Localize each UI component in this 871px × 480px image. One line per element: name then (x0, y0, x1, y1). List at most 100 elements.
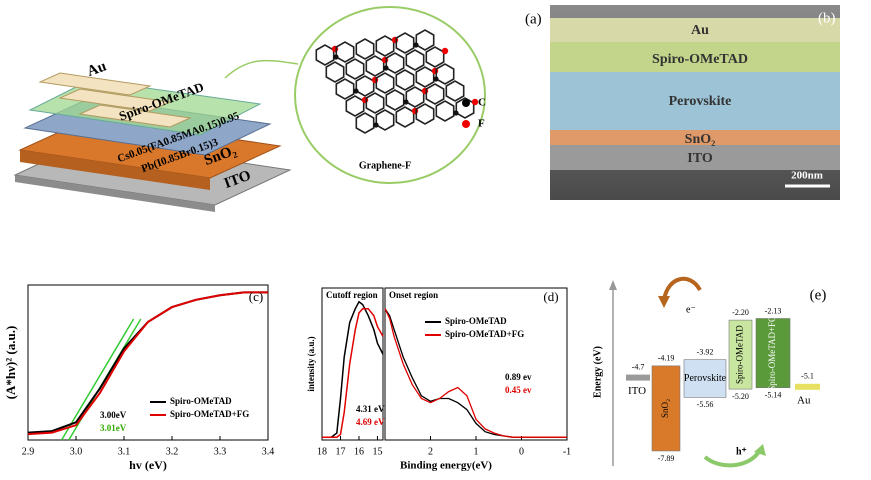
graphene-ring (405, 49, 425, 71)
band-au (550, 18, 840, 42)
graphene-ring (375, 109, 395, 131)
carrier-label: h⁺ (736, 446, 747, 457)
legend-label: Spiro-OMeTAD+FG (170, 409, 249, 419)
atom-c (413, 42, 419, 48)
layer-label: Spiro-OMeTAD (652, 52, 748, 67)
legend-label: F (478, 118, 485, 130)
atom-c (373, 122, 379, 128)
atom-c (333, 54, 339, 60)
series-line (27, 291, 268, 436)
chart-title: Onset region (389, 290, 438, 300)
plot-frame (27, 284, 269, 441)
energy-bar (683, 359, 727, 398)
hole-arrow-head (754, 444, 766, 456)
graphene-lattice (315, 29, 479, 134)
graphene-ring (395, 32, 415, 54)
legend-label: Spiro-OMeTAD (170, 396, 232, 406)
graphene-ring (415, 29, 435, 51)
legend-label: Spiro-OMeTAD+FG (445, 329, 524, 339)
layer-label: Au (85, 58, 109, 80)
value-label: -4.19 (658, 354, 675, 363)
series-line (384, 308, 567, 438)
annotation: 3.00eV (100, 410, 127, 420)
x-tick-label: 2.9 (22, 446, 35, 457)
graphene-ring (375, 72, 395, 94)
layer-label: Perovskite (669, 94, 732, 109)
graphene-ring (435, 63, 455, 85)
graphene-ring (325, 61, 345, 83)
inset-title: Graphene-F (359, 160, 411, 171)
legend-dot (462, 99, 470, 107)
graphene-ring (365, 92, 385, 114)
panel-a: Au Spiro-OMeTAD Cs0.05(FA0.85MA0.15)0.95… (13, 6, 542, 212)
au-electrode (78, 104, 192, 128)
value-label: -5.1 (801, 372, 814, 381)
x-axis-label: Binding energy(eV) (400, 460, 492, 472)
x-tick-label: 15 (372, 446, 382, 457)
graphene-ring (395, 69, 415, 91)
atom-c (353, 88, 359, 94)
value-label: -5.56 (697, 400, 714, 409)
hole-arrow (703, 448, 762, 468)
level-line (795, 383, 820, 390)
x-tick-label: 16 (354, 446, 364, 457)
legend-dot (462, 120, 470, 128)
graphene-ring (385, 52, 405, 74)
graphene-ring (445, 80, 465, 102)
x-tick-label: 1 (474, 446, 479, 457)
panel-label: (a) (525, 11, 542, 27)
x-tick-label: 3.4 (262, 446, 275, 457)
energy-bar (651, 365, 681, 452)
chart-title: Cutoff region (326, 290, 378, 300)
y-axis-arrow (609, 280, 617, 290)
atom-f (471, 98, 479, 106)
tangent-line (60, 318, 135, 441)
annotation: 4.69 eV (356, 417, 385, 427)
y-axis-label: (A*hν)² (a.u.) (3, 326, 18, 400)
atom-c (383, 65, 389, 71)
category-label: Au (797, 394, 811, 406)
au-electrode (38, 72, 152, 96)
inset-connector (224, 59, 299, 79)
graphene-ring (335, 78, 355, 100)
energy-bar (755, 318, 791, 389)
x-axis-label: hv (eV) (129, 458, 167, 472)
layer-label: ITO (687, 151, 713, 166)
legend-label: C (478, 97, 486, 109)
category-label: ITO (628, 385, 646, 397)
x-tick-label: 3.0 (70, 446, 83, 457)
graphene-ring (435, 100, 455, 122)
value-label: -3.92 (697, 347, 714, 356)
band-sno2 (550, 130, 840, 145)
value-label: -5.14 (765, 391, 782, 400)
category-label: SnO₂ (660, 399, 670, 418)
series-line (322, 307, 384, 438)
x-tick-label: 17 (335, 446, 345, 457)
value-label: -4.7 (632, 362, 645, 371)
graphene-ring (345, 58, 365, 80)
panel-label: (b) (818, 10, 836, 26)
graphene-ring (425, 83, 445, 105)
band-perovskite (550, 72, 840, 130)
x-tick-label: 3.2 (166, 446, 179, 457)
scale-bar-label: 200nm (791, 170, 823, 182)
layer-label: Au (691, 23, 709, 38)
value-label: -7.89 (658, 454, 675, 463)
plot-frame (384, 287, 568, 441)
graphene-ring (335, 41, 355, 63)
category-label: Spiro-OMeTAD (735, 325, 745, 384)
electron-arrow-head (658, 296, 670, 308)
energy-bar (728, 319, 753, 390)
category-label: Spiro-OMeTAD+FG (767, 315, 777, 391)
annotation: 0.89 ev (505, 372, 532, 382)
legend-label: Spiro-OMeTAD (445, 316, 507, 326)
graphene-ring (385, 89, 405, 111)
annotation: 3.01eV (100, 423, 127, 433)
y-axis-label: intensity (a.u.) (306, 336, 316, 391)
atom-f (441, 47, 449, 55)
value-label: -2.13 (765, 306, 782, 315)
atom-c (433, 76, 439, 82)
series-line (322, 300, 384, 438)
inset-circle (294, 6, 486, 184)
